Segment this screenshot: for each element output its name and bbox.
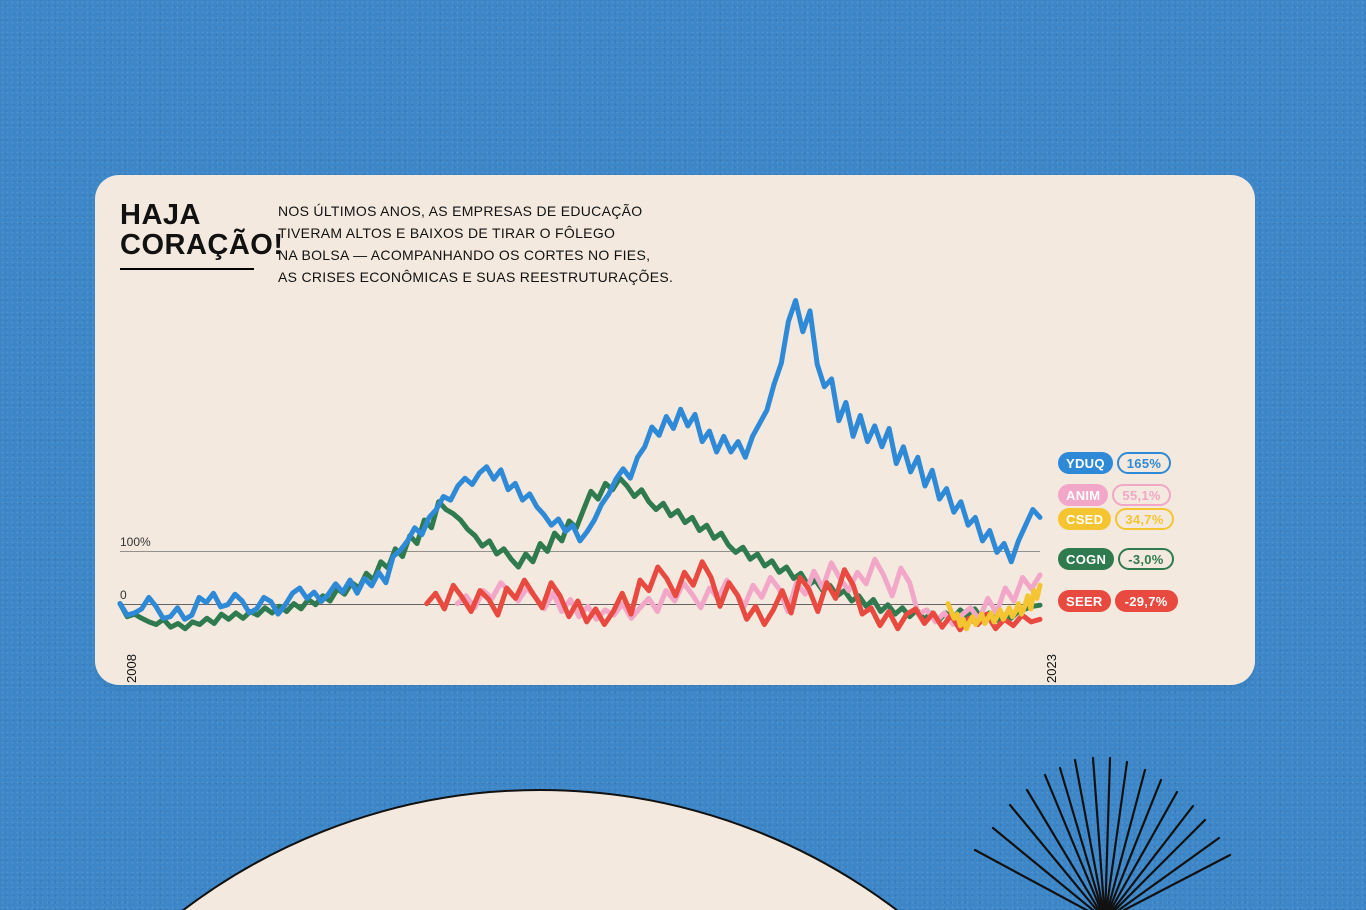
legend-name-seer: SEER (1058, 590, 1111, 612)
legend-value-csed: 34,7% (1115, 508, 1173, 530)
stage: HAJA CORAÇÃO! NOS ÚLTIMOS ANOS, AS EMPRE… (0, 0, 1366, 910)
legend-value-anim: 55,1% (1112, 484, 1170, 506)
legend-row-yduq: YDUQ165% (1058, 452, 1171, 474)
legend-name-anim: ANIM (1058, 484, 1108, 506)
legend-row-cogn: COGN-3,0% (1058, 548, 1174, 570)
series-seer (427, 562, 1040, 630)
legend-name-csed: CSED (1058, 508, 1111, 530)
legend-row-anim: ANIM55,1% (1058, 484, 1171, 506)
legend-value-seer: -29,7% (1115, 590, 1178, 612)
legend-row-csed: CSED34,7% (1058, 508, 1174, 530)
legend-row-seer: SEER-29,7% (1058, 590, 1178, 612)
legend-name-yduq: YDUQ (1058, 452, 1113, 474)
legend-value-yduq: 165% (1117, 452, 1171, 474)
legend-value-cogn: -3,0% (1118, 548, 1173, 570)
legend-name-cogn: COGN (1058, 548, 1114, 570)
chart-card: HAJA CORAÇÃO! NOS ÚLTIMOS ANOS, AS EMPRE… (95, 175, 1255, 685)
